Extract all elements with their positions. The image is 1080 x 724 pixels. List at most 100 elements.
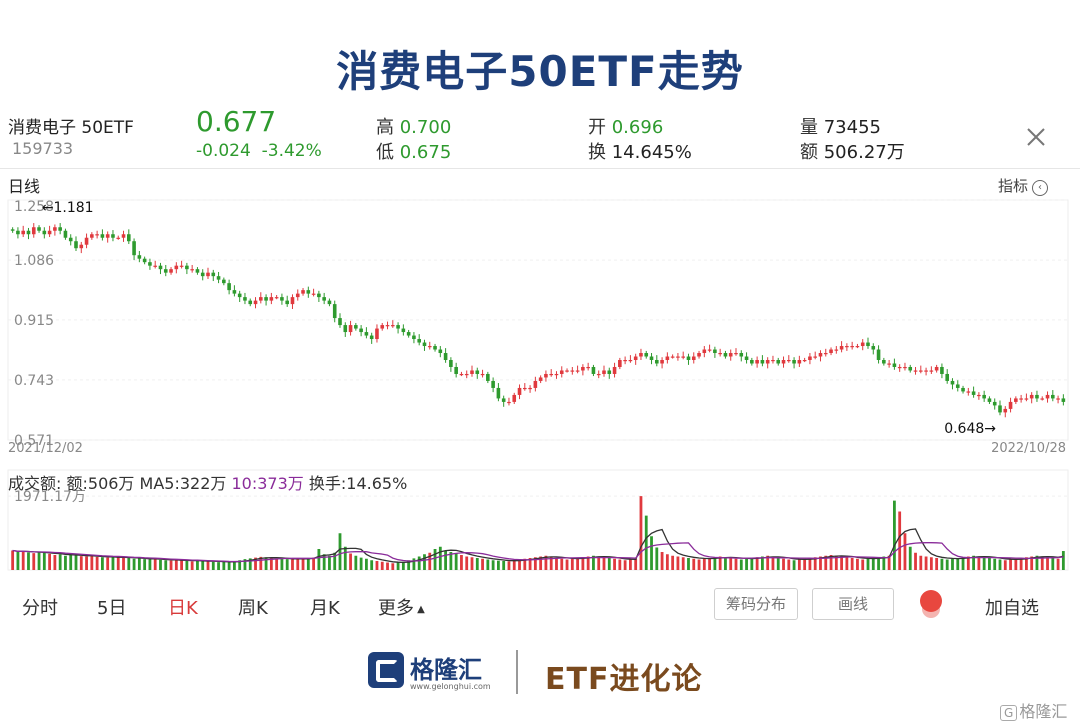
candle-body xyxy=(74,241,78,249)
volume-bar xyxy=(211,561,215,570)
candle-body xyxy=(470,370,474,374)
record-icon[interactable] xyxy=(920,590,942,612)
volume-bar xyxy=(64,555,67,570)
volume-bar xyxy=(217,562,220,570)
volume-bar xyxy=(739,559,743,570)
volume-bar xyxy=(745,558,748,570)
indicator-button[interactable]: 指标 ‹ xyxy=(998,175,1049,196)
volume-bar xyxy=(137,558,141,570)
etf-brand: ETF进化论 xyxy=(545,662,703,697)
candle-body xyxy=(897,366,902,369)
open-stat: 开 0.696 xyxy=(588,113,663,139)
candle-body xyxy=(612,366,617,374)
volume-bar xyxy=(58,554,62,570)
candle-body xyxy=(359,328,363,333)
tab-5day[interactable]: 5日 xyxy=(97,598,127,619)
volume-bar xyxy=(1051,558,1055,570)
price-tick-label: 0.571 xyxy=(14,433,54,449)
volume-bar xyxy=(42,552,46,570)
tab-more[interactable]: 更多 ▲ xyxy=(378,594,425,620)
candle-body xyxy=(454,366,458,374)
tab-daily-k[interactable]: 日K xyxy=(168,598,198,619)
volume-bar xyxy=(132,558,136,570)
candle-body xyxy=(222,279,226,284)
candle-body xyxy=(665,356,670,360)
candle-body xyxy=(475,370,480,374)
candle-body xyxy=(95,234,99,236)
candle-body xyxy=(992,401,997,406)
candle-body xyxy=(686,356,691,360)
volume-title: 成交额: xyxy=(8,474,62,493)
volume-value: 73455 xyxy=(823,117,881,138)
volume-bar xyxy=(74,555,78,570)
candle-body xyxy=(538,377,543,381)
low-label: 低 xyxy=(376,142,394,163)
price-grid xyxy=(7,199,1069,441)
tab-weekly-k[interactable]: 周K xyxy=(238,598,268,619)
close-icon[interactable] xyxy=(1024,125,1048,149)
candle-body xyxy=(501,398,506,402)
max-price-annotation: ←1.181 xyxy=(42,200,94,216)
candle-body xyxy=(517,387,522,395)
volume-bar xyxy=(1003,560,1007,570)
volume-stat: 量 73455 xyxy=(800,113,881,139)
volume-bar xyxy=(782,558,785,570)
candle-body xyxy=(486,373,490,381)
candle-body xyxy=(792,360,796,364)
tab-intraday[interactable]: 分时 xyxy=(22,598,58,619)
volume-bar xyxy=(592,555,595,570)
volume-bar xyxy=(32,553,36,570)
volume-bar xyxy=(882,556,886,570)
candle-body xyxy=(338,318,342,326)
add-watchlist-button[interactable]: 加自选 xyxy=(985,598,1039,619)
tab-monthly-k[interactable]: 月K xyxy=(310,598,340,619)
candle-body xyxy=(274,297,279,299)
candle-body xyxy=(47,230,52,235)
candle-body xyxy=(169,269,173,273)
volume-bar xyxy=(180,560,183,570)
watermark-text: 格隆汇 xyxy=(1019,702,1068,721)
candle-body xyxy=(63,230,68,238)
candle-body xyxy=(744,356,749,360)
volume-bar xyxy=(940,558,944,570)
volume-bar xyxy=(85,556,88,570)
date-end-label: 2022/10/28 xyxy=(991,441,1066,456)
candle-body xyxy=(823,353,828,355)
footer-divider xyxy=(516,650,518,694)
candle-body xyxy=(90,234,94,238)
volume-bar xyxy=(407,560,411,570)
candle-body xyxy=(153,265,157,267)
volume-bar xyxy=(829,555,833,570)
candle-body xyxy=(623,360,627,362)
volume-ma5: MA5:322万 xyxy=(139,474,227,493)
volume-bar xyxy=(53,555,57,570)
period-tabs: 分时 5日 日K 周K 月K 更多 ▲ 筹码分布 画线 加自选 xyxy=(0,588,1080,628)
volume-bar xyxy=(639,496,643,570)
candle-body xyxy=(401,328,406,333)
candle-body xyxy=(396,325,400,329)
draw-line-button[interactable]: 画线 xyxy=(812,588,894,620)
volume-bar xyxy=(375,561,379,570)
candle-body xyxy=(248,300,253,305)
chip-distribution-button[interactable]: 筹码分布 xyxy=(714,588,798,620)
candle-body xyxy=(327,300,332,305)
volume-bar xyxy=(650,536,653,570)
candle-body xyxy=(776,360,781,364)
volume-bar xyxy=(338,533,342,570)
volume-bar xyxy=(143,559,147,570)
candle-body xyxy=(602,370,606,374)
candle-body xyxy=(1003,408,1008,413)
candle-body xyxy=(385,325,390,327)
candle-body xyxy=(174,265,179,270)
amount-stat: 额 506.27万 xyxy=(800,138,905,164)
candle-body xyxy=(237,293,242,298)
volume-bar xyxy=(301,558,305,570)
volume-bar xyxy=(312,557,315,570)
candle-body xyxy=(845,346,849,348)
candle-body xyxy=(596,373,601,376)
candle-body xyxy=(633,356,638,360)
page-title: 消费电子50ETF走势 xyxy=(336,47,744,96)
volume-amount: 额:506万 xyxy=(66,474,135,493)
volume-bar xyxy=(428,552,432,570)
